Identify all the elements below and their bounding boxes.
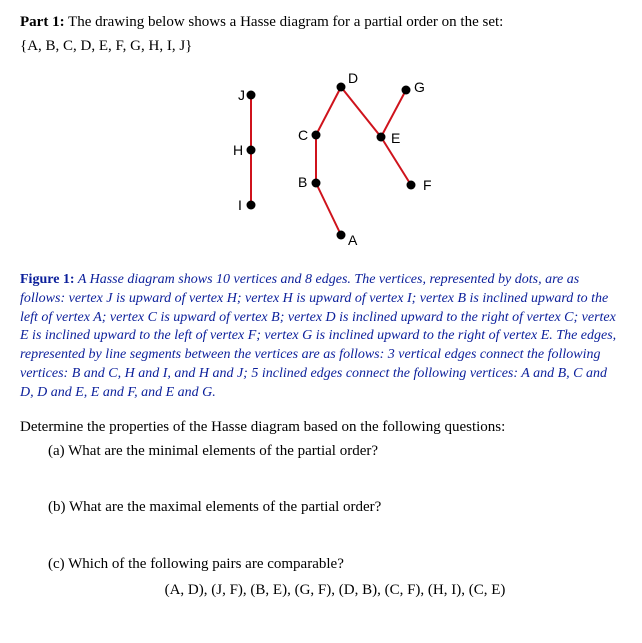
vertex-label-H: H xyxy=(233,142,243,158)
vertex-D xyxy=(337,82,346,91)
figure-label: Figure 1: xyxy=(20,272,75,287)
part-text: The drawing below shows a Hasse diagram … xyxy=(65,14,504,30)
vertex-H xyxy=(247,145,256,154)
figure-text: A Hasse diagram shows 10 vertices and 8 … xyxy=(20,272,616,400)
part-heading: Part 1: The drawing below shows a Hasse … xyxy=(20,12,622,32)
vertex-label-D: D xyxy=(348,70,358,86)
question-c-label: (c) xyxy=(48,556,65,572)
hasse-svg: J H I D C G E B F A xyxy=(196,65,446,255)
vertex-E xyxy=(377,132,386,141)
question-c-pairs: (A, D), (J, F), (B, E), (G, F), (D, B), … xyxy=(48,580,622,600)
vertex-J xyxy=(247,90,256,99)
vertex-label-F: F xyxy=(423,177,432,193)
vertex-label-E: E xyxy=(391,130,400,146)
edge xyxy=(341,87,381,137)
figure-caption: Figure 1: A Hasse diagram shows 10 verti… xyxy=(20,271,622,403)
question-b-text: What are the maximal elements of the par… xyxy=(66,499,382,515)
question-a-text: What are the minimal elements of the par… xyxy=(65,443,378,459)
vertex-A xyxy=(337,230,346,239)
set-line: {A, B, C, D, E, F, G, H, I, J} xyxy=(20,36,622,56)
vertex-G xyxy=(402,85,411,94)
question-c: (c) Which of the following pairs are com… xyxy=(48,554,622,601)
question-c-text: Which of the following pairs are compara… xyxy=(65,556,344,572)
question-a: (a) What are the minimal elements of the… xyxy=(48,441,622,461)
question-b: (b) What are the maximal elements of the… xyxy=(48,497,622,517)
vertex-label-C: C xyxy=(298,127,308,143)
vertex-B xyxy=(312,178,321,187)
question-b-label: (b) xyxy=(48,499,66,515)
edge xyxy=(316,183,341,235)
part-label: Part 1: xyxy=(20,14,65,30)
vertex-F xyxy=(407,180,416,189)
vertex-I xyxy=(247,200,256,209)
vertex-label-I: I xyxy=(238,197,242,213)
vertex-C xyxy=(312,130,321,139)
question-a-label: (a) xyxy=(48,443,65,459)
questions-intro: Determine the properties of the Hasse di… xyxy=(20,417,622,437)
vertex-label-A: A xyxy=(348,232,358,248)
vertex-label-G: G xyxy=(414,79,425,95)
vertex-label-J: J xyxy=(238,87,245,103)
edge xyxy=(316,87,341,135)
hasse-diagram: J H I D C G E B F A xyxy=(20,65,622,261)
vertex-label-B: B xyxy=(298,174,307,190)
